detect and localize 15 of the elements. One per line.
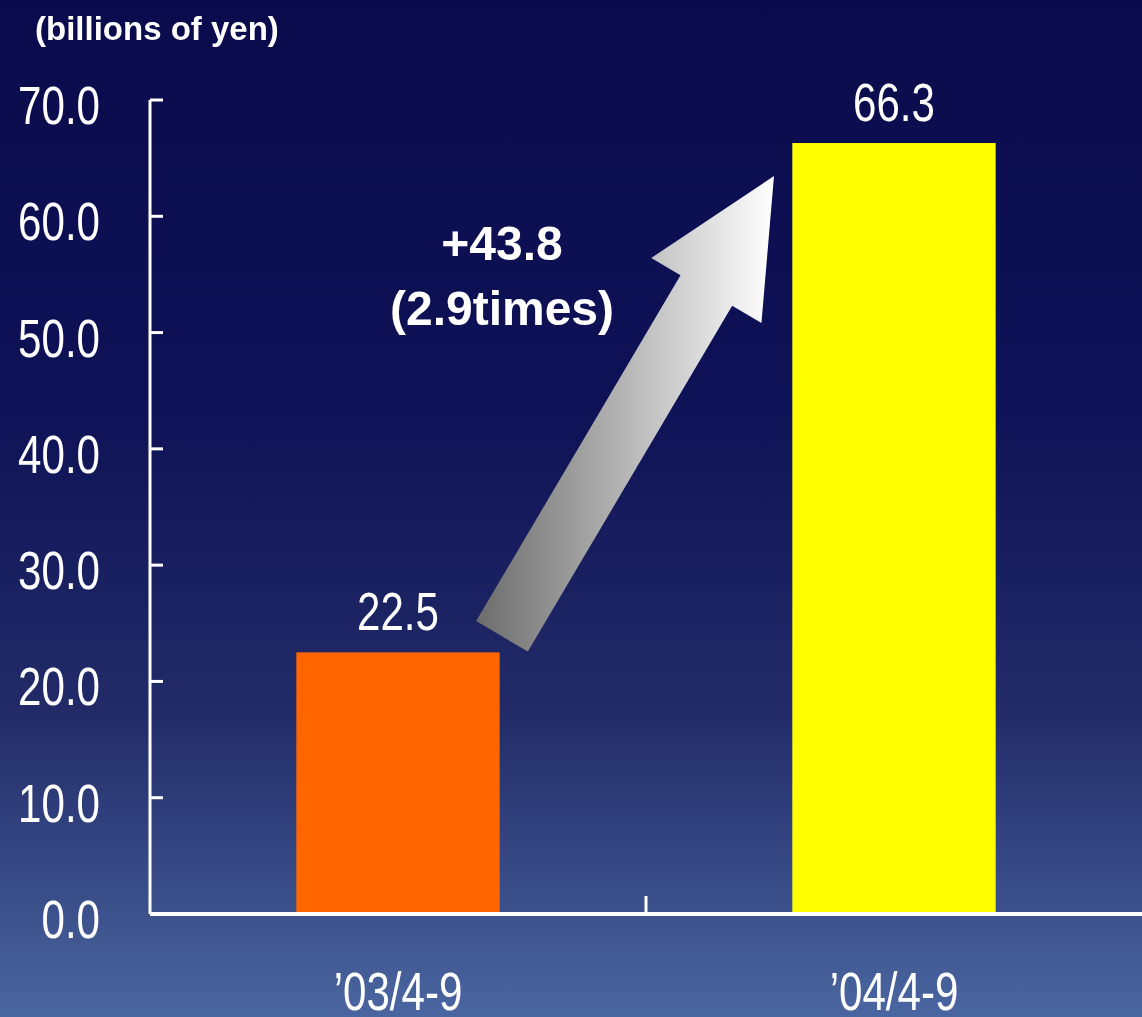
y-tick-label: 60.0 (18, 191, 100, 252)
y-axis-title: (billions of yen) (35, 10, 279, 47)
x-tick-label: ’04/4-9 (829, 960, 959, 1017)
annotation: (2.9times) (389, 282, 615, 335)
x-tick-label: ’03/4-9 (333, 960, 463, 1017)
y-tick-label: 0.0 (41, 888, 100, 950)
y-tick-label: 40.0 (18, 423, 100, 485)
data-label: 22.5 (357, 581, 439, 642)
data-label: 66.3 (853, 71, 935, 133)
y-tick-label: 10.0 (18, 772, 100, 833)
annotation: +43.8 (441, 217, 563, 270)
y-tick-label: 30.0 (18, 540, 100, 601)
y-tick-label: 50.0 (18, 307, 100, 368)
y-tick-label: 70.0 (18, 74, 100, 136)
y-tick-label: 20.0 (18, 656, 100, 717)
